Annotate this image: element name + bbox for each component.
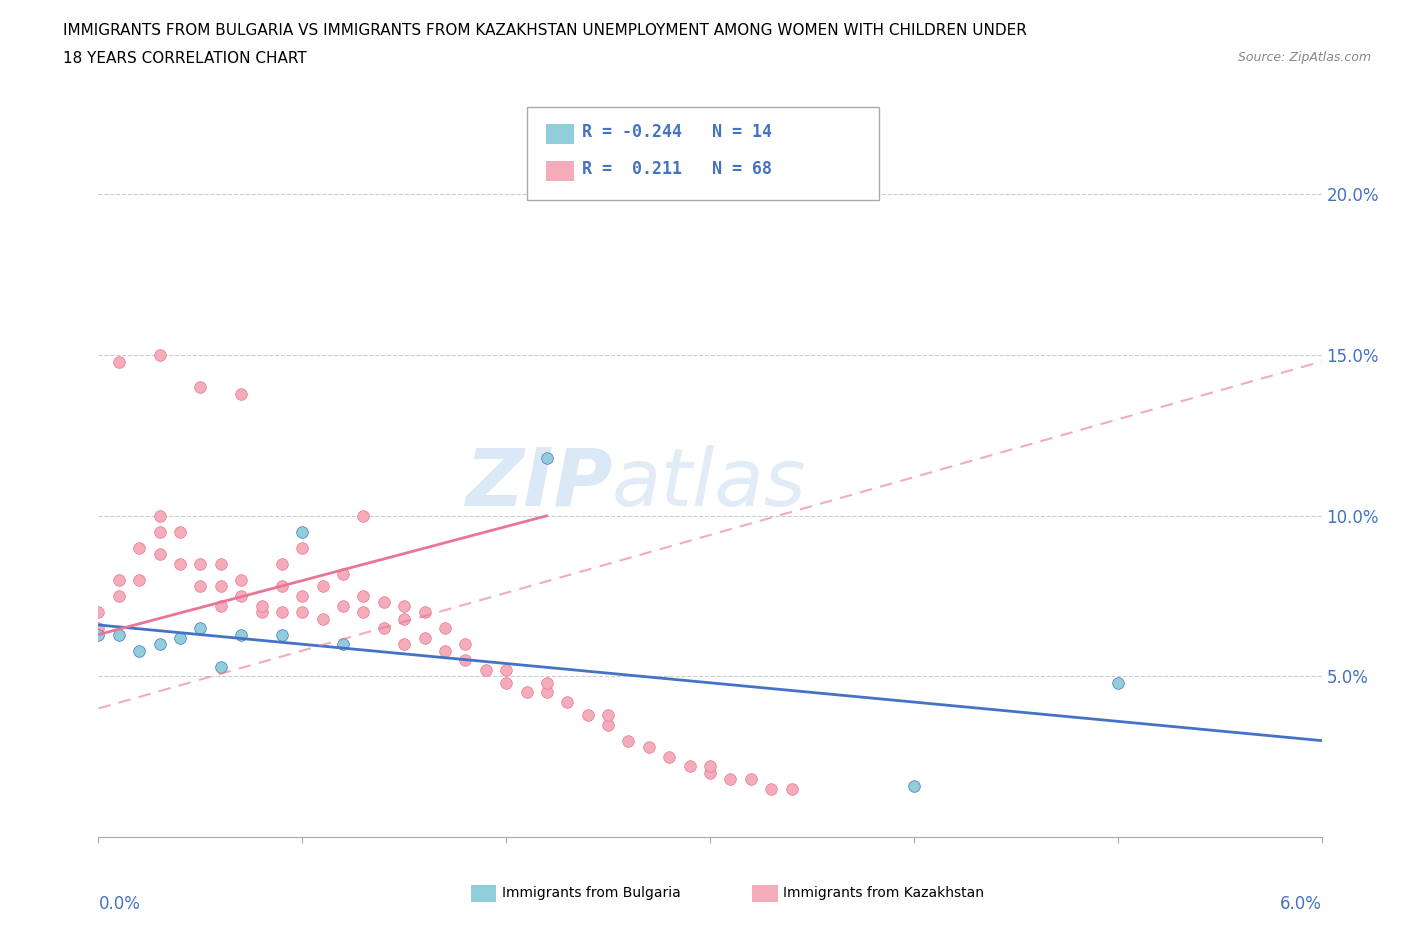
Point <box>209 598 232 613</box>
Text: 0.0%: 0.0% <box>98 895 141 913</box>
Point <box>454 653 477 668</box>
Point <box>87 620 110 635</box>
Point <box>433 620 456 635</box>
Point <box>87 627 110 642</box>
Point <box>270 579 292 594</box>
Point <box>495 675 517 690</box>
Point <box>128 540 150 555</box>
Text: Immigrants from Bulgaria: Immigrants from Bulgaria <box>502 885 681 900</box>
Point <box>270 627 292 642</box>
Point <box>311 611 335 626</box>
Text: ZIP: ZIP <box>465 445 612 523</box>
Point <box>108 573 131 588</box>
Point <box>291 604 314 619</box>
Point <box>536 450 558 465</box>
Point <box>87 604 110 619</box>
Point <box>250 604 273 619</box>
Point <box>392 598 416 613</box>
Point <box>352 589 374 604</box>
Point <box>231 573 253 588</box>
Text: R =  0.211   N = 68: R = 0.211 N = 68 <box>582 160 772 179</box>
Text: atlas: atlas <box>612 445 807 523</box>
Point <box>188 379 212 394</box>
Point <box>188 579 212 594</box>
Point <box>598 717 620 732</box>
Point <box>555 695 579 710</box>
Point <box>149 547 172 562</box>
Point <box>188 556 212 571</box>
Text: Immigrants from Kazakhstan: Immigrants from Kazakhstan <box>783 885 984 900</box>
Point <box>617 733 640 748</box>
Point <box>536 675 558 690</box>
Point <box>679 759 702 774</box>
Point <box>149 637 172 652</box>
Point <box>169 525 191 539</box>
Point <box>291 589 314 604</box>
Point <box>149 525 172 539</box>
Point <box>188 620 212 635</box>
Point <box>658 750 681 764</box>
Point <box>433 644 456 658</box>
Point <box>1107 675 1129 690</box>
Text: R = -0.244   N = 14: R = -0.244 N = 14 <box>582 123 772 141</box>
Point <box>699 759 721 774</box>
Point <box>108 589 131 604</box>
Point <box>699 765 721 780</box>
Point <box>373 595 395 610</box>
Point <box>536 685 558 700</box>
Point <box>332 566 354 581</box>
Point <box>576 708 599 723</box>
Point <box>169 556 191 571</box>
Point <box>718 772 742 787</box>
Point <box>108 627 131 642</box>
Point <box>516 685 538 700</box>
Text: 18 YEARS CORRELATION CHART: 18 YEARS CORRELATION CHART <box>63 51 307 66</box>
Text: 6.0%: 6.0% <box>1279 895 1322 913</box>
Point <box>454 637 477 652</box>
Point <box>413 604 436 619</box>
Point <box>332 637 354 652</box>
Point <box>270 556 292 571</box>
Point <box>209 659 232 674</box>
Point <box>128 573 150 588</box>
Point <box>231 627 253 642</box>
Point <box>270 604 292 619</box>
Point <box>352 509 374 524</box>
Point <box>373 620 395 635</box>
Point <box>392 611 416 626</box>
Point <box>413 631 436 645</box>
Point <box>169 631 191 645</box>
Point <box>291 525 314 539</box>
Point <box>332 598 354 613</box>
Point <box>761 781 783 796</box>
Point <box>149 509 172 524</box>
Point <box>474 662 498 677</box>
Point <box>149 348 172 363</box>
Point <box>903 778 925 793</box>
Point <box>231 589 253 604</box>
Point <box>598 708 620 723</box>
Point <box>740 772 762 787</box>
Point <box>392 637 416 652</box>
Point <box>250 598 273 613</box>
Point <box>352 604 374 619</box>
Point <box>495 662 517 677</box>
Point <box>780 781 803 796</box>
Text: Source: ZipAtlas.com: Source: ZipAtlas.com <box>1237 51 1371 64</box>
Point <box>637 739 661 754</box>
Point <box>311 579 335 594</box>
Point <box>209 579 232 594</box>
Point <box>209 556 232 571</box>
Point <box>108 354 131 369</box>
Point <box>128 644 150 658</box>
Text: IMMIGRANTS FROM BULGARIA VS IMMIGRANTS FROM KAZAKHSTAN UNEMPLOYMENT AMONG WOMEN : IMMIGRANTS FROM BULGARIA VS IMMIGRANTS F… <box>63 23 1028 38</box>
Point <box>291 540 314 555</box>
Point <box>231 386 253 401</box>
